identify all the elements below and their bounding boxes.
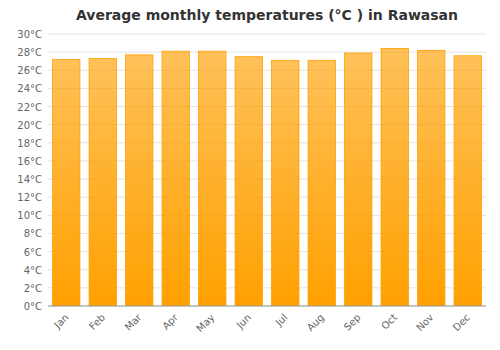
bar [308,60,335,306]
x-tick-label: Feb [87,312,107,332]
y-tick-label: 4°C [24,265,42,276]
bar [162,51,189,306]
bars [53,49,482,306]
y-axis: 0°C 2°C 4°C 6°C 8°C 10°C 12°C 14°C 16°C 18°C 20°C 2… [17,29,486,312]
grid-line [48,306,486,307]
x-tick-label: Apr [160,311,181,332]
y-tick-label: 28°C [17,47,42,58]
x-tick-label: Oct [379,312,399,332]
y-tick-label: 20°C [17,120,42,131]
x-tick-label: Mar [123,311,145,333]
x-tick-label: May [194,312,216,334]
bar [381,49,408,306]
bar [89,58,116,306]
y-tick-label: 22°C [17,102,42,113]
title: Average monthly temperatures (°C ) in Ra… [76,7,458,23]
y-tick-label: 16°C [17,156,42,167]
y-tick-label: 10°C [17,210,42,221]
bar [418,50,445,306]
bar [53,59,80,306]
grid-line [48,34,486,35]
y-tick-label: 24°C [17,83,42,94]
x-tick-label: Jan [51,312,70,331]
x-tick-label: Dec [451,312,472,333]
x-axis: Jan Feb Mar Apr May Jun Jul Aug Sep Oct Nov Dec [48,306,486,334]
y-tick-label: 6°C [24,247,42,258]
y-tick-label: 0°C [24,301,42,312]
x-axis-line [48,306,486,307]
y-tick-label: 18°C [17,138,42,149]
x-tick-label: Aug [305,312,327,334]
bar [272,60,299,306]
bar [199,51,226,306]
chart: Average monthly temperatures (°C ) in Ra… [0,0,500,350]
bar [345,53,372,306]
x-tick-label: Nov [414,312,436,334]
y-tick-label: 8°C [24,228,42,239]
x-tick-label: Jul [273,312,290,329]
x-tick-label: Sep [342,312,363,333]
y-tick-label: 2°C [24,283,42,294]
bar [126,55,153,306]
bar [235,57,262,306]
bar [454,56,481,306]
y-tick-label: 12°C [17,192,42,203]
y-tick-label: 14°C [17,174,42,185]
chart-container: Average monthly temperatures (°C ) in Ra… [0,0,500,350]
y-tick-label: 30°C [17,29,42,40]
x-tick-label: Jun [234,312,254,332]
y-tick-label: 26°C [17,65,42,76]
